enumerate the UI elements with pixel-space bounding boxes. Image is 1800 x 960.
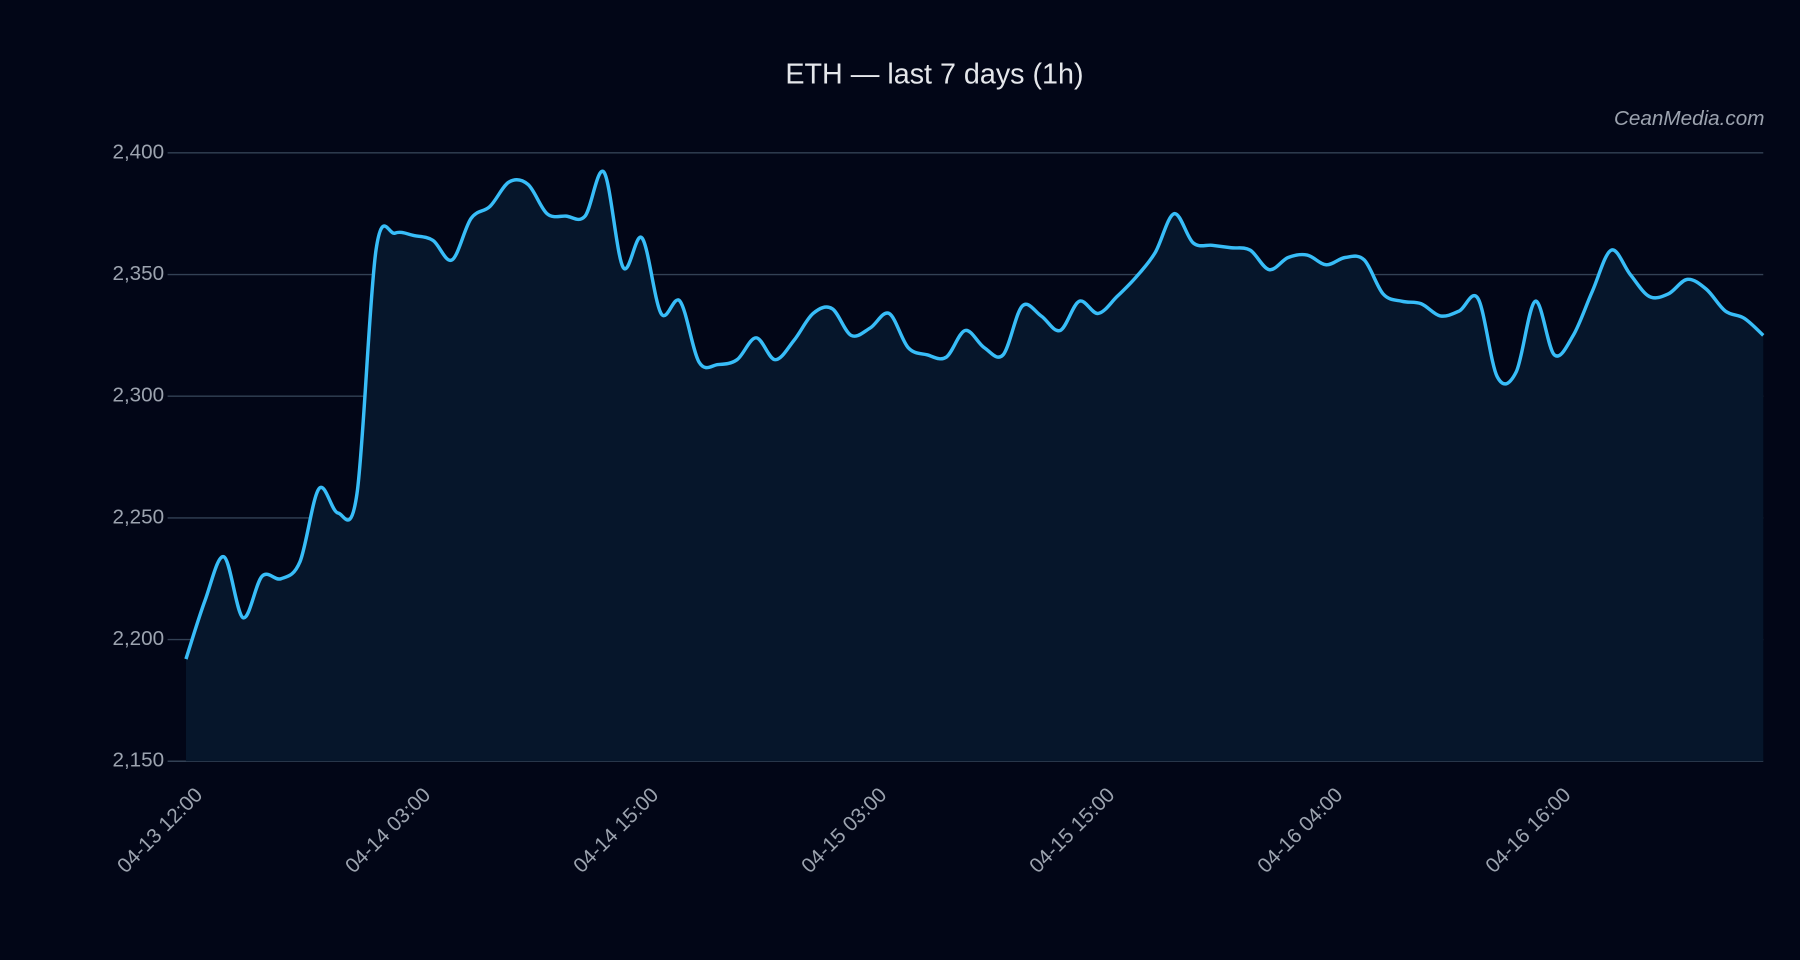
watermark: CeanMedia.com <box>1614 107 1764 130</box>
y-tick-label: 2,200 <box>112 627 164 650</box>
chart-title: ETH — last 7 days (1h) <box>785 58 1083 90</box>
y-tick-label: 2,250 <box>112 505 164 528</box>
y-tick-label: 2,350 <box>112 262 164 285</box>
line <box>184 169 1765 660</box>
y-tick-label: 2,150 <box>112 749 164 772</box>
y-tick-label: 2,300 <box>112 384 164 407</box>
y-tick-label: 2,400 <box>112 140 164 163</box>
area <box>185 171 1764 762</box>
